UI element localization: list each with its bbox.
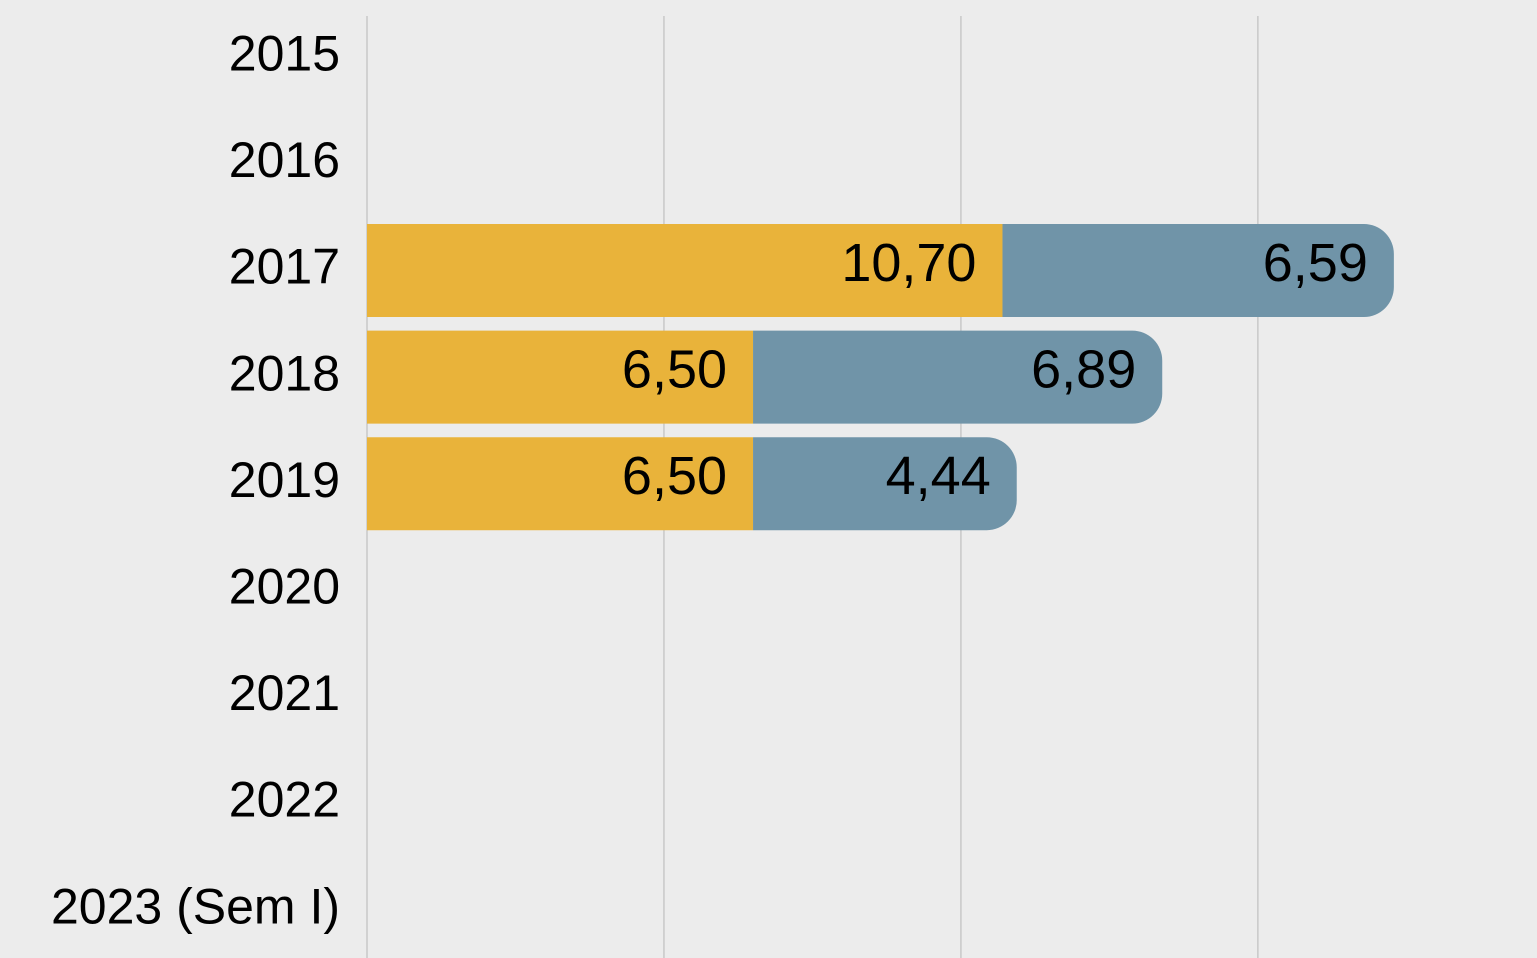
y-tick-label: 2022 [229, 772, 340, 828]
data-label: 6,59 [1263, 233, 1368, 293]
bar-segment [753, 437, 1017, 531]
bar-segment [367, 224, 1003, 317]
data-label: 6,50 [622, 339, 727, 399]
y-tick-label: 2018 [229, 345, 340, 401]
data-label: 6,50 [622, 446, 727, 506]
y-tick-label: 2016 [229, 132, 340, 188]
y-tick-label: 2023 (Sem I) [51, 878, 340, 934]
y-tick-label: 2017 [229, 239, 340, 295]
bar-segment [367, 437, 754, 531]
data-label: 4,44 [886, 446, 991, 506]
bar-segment [753, 330, 1163, 424]
y-tick-label: 2015 [229, 26, 340, 82]
y-tick-label: 2020 [229, 559, 340, 615]
data-label: 10,70 [841, 233, 976, 293]
y-tick-label: 2021 [229, 665, 340, 721]
bar-segment [1002, 224, 1394, 317]
bar-segment [367, 330, 754, 424]
y-tick-label: 2019 [229, 452, 340, 508]
data-label: 6,89 [1031, 339, 1136, 399]
